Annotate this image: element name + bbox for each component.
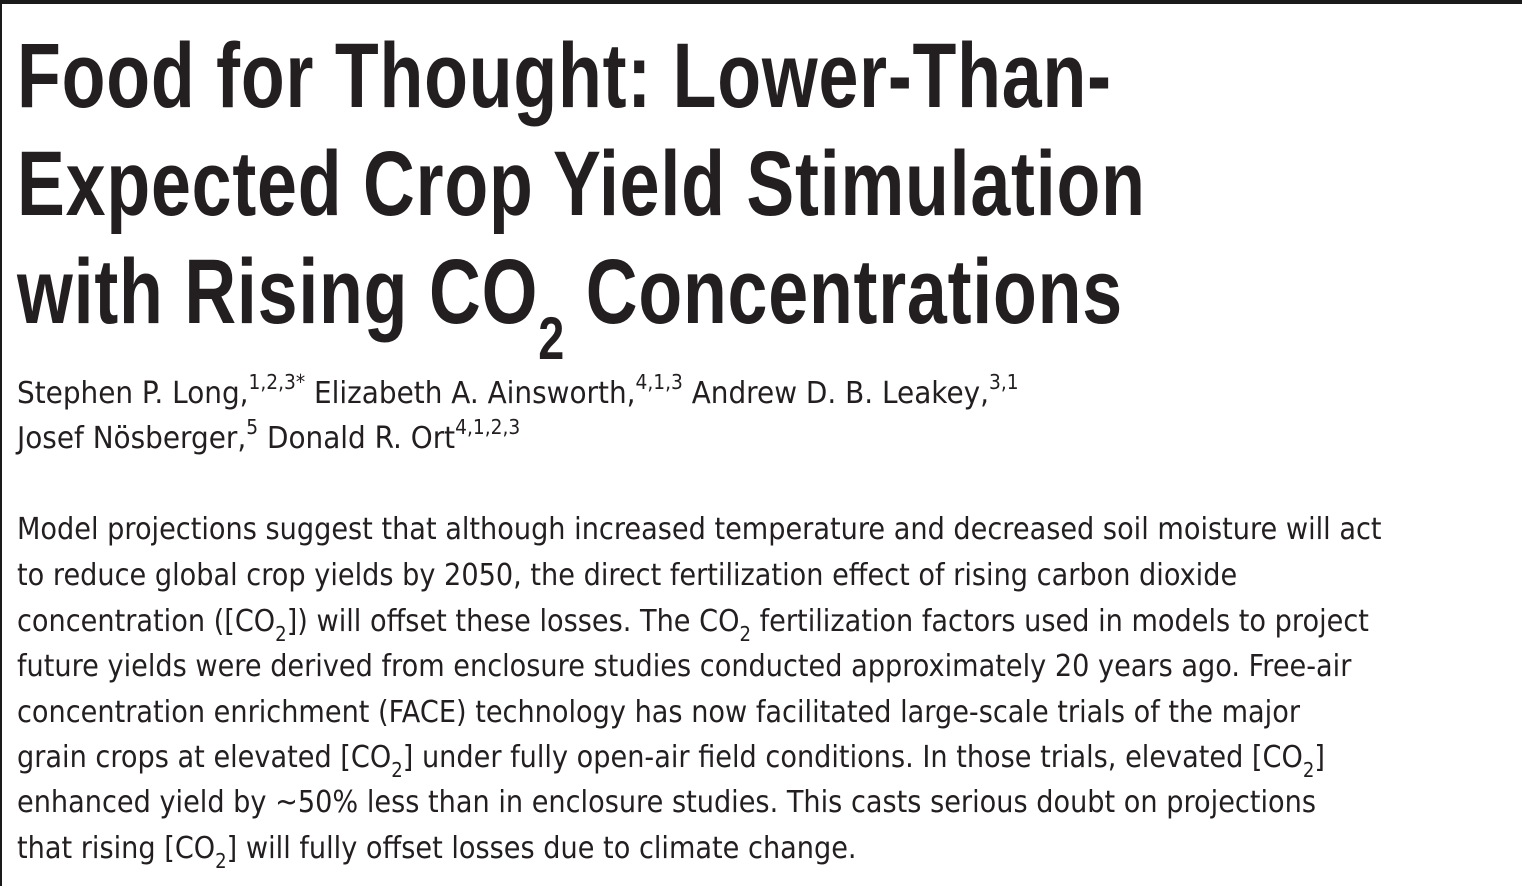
text-segment: that rising [CO [17, 831, 216, 866]
text-segment: enhanced yield by ~50% less than in encl… [17, 785, 1316, 820]
abstract-line: grain crops at elevated [CO2] under full… [17, 740, 1325, 782]
text-segment: Elizabeth A. Ainsworth, [305, 376, 636, 411]
subscript: 2 [1302, 758, 1315, 782]
author-line: Josef Nösberger,5 Donald R. Ort4,1,2,3 [17, 415, 520, 456]
text-segment: concentration enrichment (FACE) technolo… [17, 695, 1300, 730]
abstract-line: to reduce global crop yields by 2050, th… [17, 558, 1237, 593]
subscript: 2 [275, 622, 287, 646]
text-segment: ] will fully offset losses due to climat… [226, 831, 857, 866]
text-segment: Stephen P. Long, [17, 376, 249, 411]
affiliation-superscript: 1,2,3* [248, 370, 306, 394]
text-segment: Model projections suggest that although … [17, 512, 1382, 547]
text-segment: future yields were derived from enclosur… [17, 649, 1352, 684]
abstract-line: concentration ([CO2]) will offset these … [17, 604, 1369, 646]
text-segment: Expected Crop Yield Stimulation [17, 133, 1146, 235]
affiliation-superscript: 5 [246, 415, 259, 439]
text-segment: to reduce global crop yields by 2050, th… [17, 558, 1238, 593]
subscript: 2 [739, 622, 751, 646]
abstract-line: that rising [CO2] will fully offset loss… [17, 831, 857, 873]
abstract-line: enhanced yield by ~50% less than in encl… [17, 785, 1316, 820]
text-segment: Josef Nösberger, [17, 421, 247, 456]
text-segment: grain crops at elevated [CO [17, 740, 392, 775]
abstract-line: Model projections suggest that although … [17, 512, 1382, 547]
text-segment: Andrew D. B. Leakey, [682, 376, 990, 411]
abstract-line: future yields were derived from enclosur… [17, 649, 1351, 684]
affiliation-superscript: 4,1,3 [635, 370, 683, 394]
text-segment: ] under fully open-air field conditions.… [402, 740, 1303, 775]
affiliation-superscript: 4,1,2,3 [455, 415, 521, 439]
title-line: Expected Crop Yield Stimulation [17, 134, 1146, 234]
subscript: 2 [215, 849, 227, 873]
affiliation-superscript: 3,1 [989, 370, 1019, 394]
text-segment: with Rising CO [17, 241, 539, 343]
title-line: with Rising CO2 Concentrations [17, 241, 1123, 372]
author-line: Stephen P. Long,1,2,3* Elizabeth A. Ains… [17, 370, 1019, 411]
text-segment: ]) will offset these losses. The CO [286, 604, 740, 639]
title-line: Food for Thought: Lower-Than- [17, 26, 1112, 126]
text-segment: Donald R. Ort [258, 421, 456, 456]
text-segment: fertilization factors used in models to … [750, 604, 1369, 639]
text-segment: ] [1314, 740, 1325, 775]
abstract-line: concentration enrichment (FACE) technolo… [17, 695, 1300, 730]
subscript: 2 [538, 305, 566, 372]
text-segment: Concentrations [565, 241, 1123, 343]
text-segment: concentration ([CO [17, 604, 276, 639]
subscript: 2 [391, 758, 403, 782]
text-segment: Food for Thought: Lower-Than- [17, 25, 1112, 127]
